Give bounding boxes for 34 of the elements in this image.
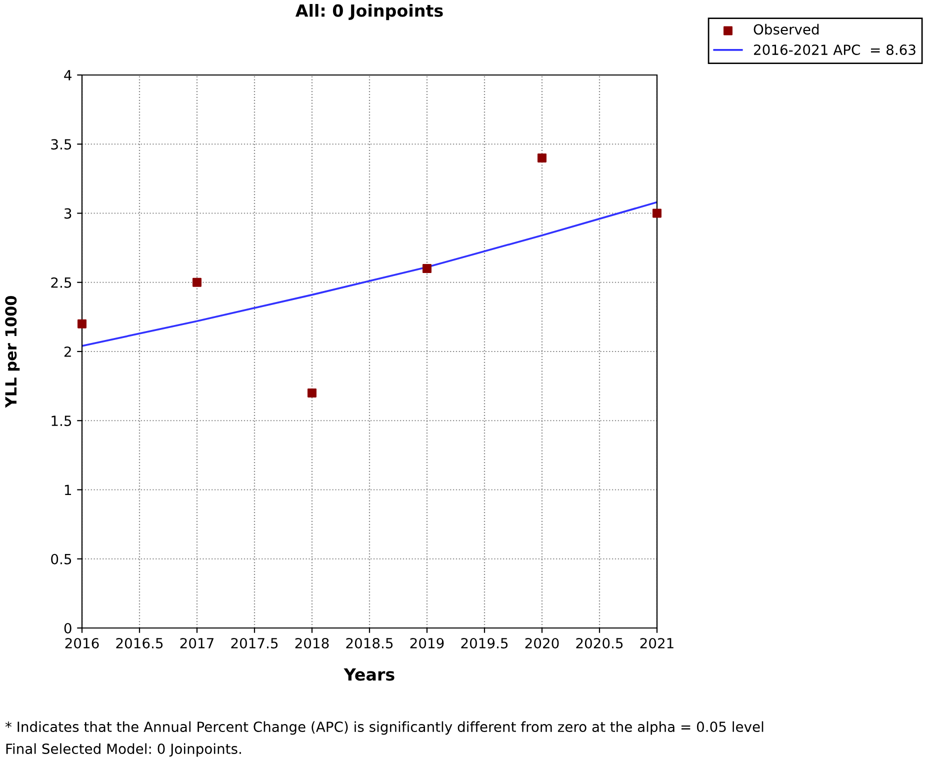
line-series [82, 201, 657, 347]
x-tick-label: 2019 [410, 638, 444, 648]
point [308, 388, 316, 398]
legend-label: Observed [754, 24, 819, 35]
y-axis-title: YLL per 1000 [5, 296, 20, 408]
x-tick-label: 2016 [65, 638, 99, 648]
text: * Indicates that the Annual Percent Change (APC) is significantly different from zero at the alpha = 0.05 level [5, 721, 764, 735]
y-tick-label: 2 [64, 346, 71, 357]
x-tick-label: 2017.5 [231, 638, 278, 648]
chart-title: All: 0 Joinpoints [295, 4, 443, 20]
legend-label: 2016-2021 APC = 8.63 [754, 44, 916, 56]
point [652, 208, 662, 218]
y-tick-label: 0.5 [51, 554, 72, 564]
x-tick-label: 2020 [525, 638, 559, 648]
x-tick-label: 2021 [640, 638, 674, 648]
x-axis-title: Years [344, 668, 394, 681]
y-tick-label: 1 [64, 484, 71, 496]
y-tick-label: 0 [64, 622, 72, 634]
y-tick-label: 3.5 [51, 139, 72, 150]
y-tick-label: 1.5 [52, 416, 72, 426]
x-tick-label: 2020.5 [576, 638, 623, 648]
x-tick-label: 2016.5 [116, 638, 163, 648]
point [422, 264, 432, 274]
x-tick-label: 2017 [180, 638, 214, 648]
x-tick-label: 2018.5 [346, 638, 393, 648]
point [78, 319, 86, 328]
x-tick-label: 2019.5 [461, 638, 508, 648]
point [192, 278, 202, 287]
text: Final Selected Model: 0 Joinpoints. [6, 743, 241, 757]
point [538, 153, 546, 162]
y-tick-label: 4 [64, 70, 72, 80]
y-tick-label: 2.5 [51, 277, 72, 288]
y-tick-label: 3 [64, 208, 72, 219]
x-tick-label: 2018 [295, 638, 329, 648]
